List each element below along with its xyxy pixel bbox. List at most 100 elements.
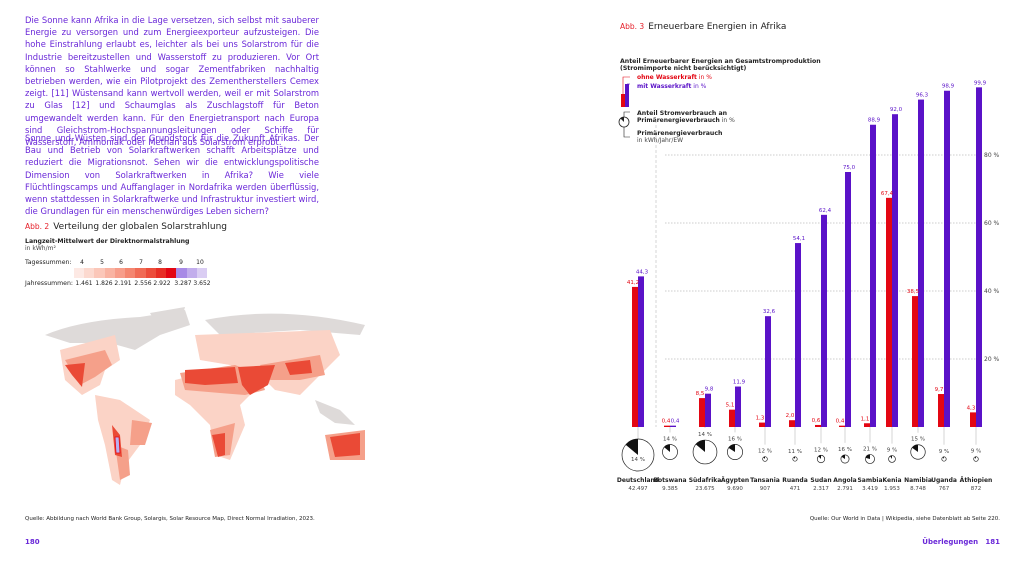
bar-label-red: 1,3 xyxy=(756,416,765,422)
electricity-share-label: 9 % xyxy=(971,449,981,455)
color-scale-swatch xyxy=(166,268,177,278)
electricity-share-wedge xyxy=(912,444,918,452)
bar-ohne-wasserkraft xyxy=(864,423,870,427)
bar-ohne-wasserkraft xyxy=(886,197,892,427)
bar-ohne-wasserkraft xyxy=(815,424,821,427)
annual-sum-value: 2.556 xyxy=(134,280,152,287)
legend-pie-label-1: Anteil Stromverbrauch an xyxy=(637,110,728,117)
world-solar-map xyxy=(45,307,365,485)
bar-mit-wasserkraft xyxy=(735,386,741,427)
electricity-share-label: 16 % xyxy=(838,447,852,453)
bar-ohne-wasserkraft xyxy=(729,409,735,427)
bar-label-purple: 0,4 xyxy=(671,419,680,425)
daily-sum-value: 10 xyxy=(196,259,204,266)
page-footer-right: Überlegungen 181 xyxy=(922,538,1000,546)
annual-sum-value: 1.461 xyxy=(75,280,93,287)
figure-2-source: Quelle: Abbildung nach World Bank Group,… xyxy=(25,516,315,522)
legend-pie-label-2: Primärenergieverbrauch in % xyxy=(637,117,735,124)
bar-mit-wasserkraft xyxy=(821,214,827,427)
color-scale-swatch xyxy=(104,268,116,278)
legend-pie-symbol xyxy=(618,111,630,138)
bar-label-purple: 75,0 xyxy=(843,165,856,171)
country-label: Äthiopien xyxy=(960,477,993,484)
electricity-share-wedge xyxy=(865,454,870,459)
electricity-share-wedge xyxy=(728,444,735,452)
primary-energy-label: 872 xyxy=(971,486,982,492)
legend-red-series: ohne Wasserkraft in % xyxy=(637,74,712,81)
bar-mit-wasserkraft xyxy=(638,276,644,427)
color-scale-swatch xyxy=(186,268,198,278)
bar-label-red: 67,4 xyxy=(881,191,894,197)
primary-energy-label: 767 xyxy=(939,486,950,492)
primary-energy-label: 3.419 xyxy=(862,486,878,492)
daily-sum-value: 8 xyxy=(158,259,162,266)
bar-ohne-wasserkraft xyxy=(912,296,918,427)
figure-3-number: Abb. 3 xyxy=(620,22,645,31)
country-label: Tansania xyxy=(750,477,780,484)
color-scale-swatch xyxy=(114,268,126,278)
primary-energy-label: 2.791 xyxy=(837,486,853,492)
electricity-share-wedge xyxy=(793,456,795,459)
bar-ohne-wasserkraft xyxy=(839,425,845,427)
bar-label-red: 8,5 xyxy=(696,391,705,397)
electricity-share-wedge xyxy=(841,454,845,459)
electricity-share-label: 9 % xyxy=(887,448,897,454)
electricity-share-label: 9 % xyxy=(939,449,949,455)
daily-sum-value: 6 xyxy=(119,259,123,266)
bar-label-purple: 9,8 xyxy=(705,387,714,393)
bar-label-purple: 44,3 xyxy=(636,269,649,275)
electricity-share-label: 14 % xyxy=(631,457,645,463)
annual-sum-value: 3.287 xyxy=(174,280,192,287)
primary-energy-label: 907 xyxy=(760,486,771,492)
country-label: Sambia xyxy=(857,477,882,484)
bar-ohne-wasserkraft xyxy=(938,394,944,427)
electricity-share-label: 16 % xyxy=(728,436,742,442)
bar-label-red: 5,1 xyxy=(726,403,735,409)
bar-label-purple: 88,9 xyxy=(868,118,881,124)
color-scale-swatch xyxy=(196,268,208,278)
legend-circle-unit: in kWh/Jahr/EW xyxy=(637,137,684,144)
figure-3-source: Quelle: Our World in Data | Wikipedia, s… xyxy=(809,516,1000,522)
bar-label-red: 0,4 xyxy=(836,419,845,425)
primary-energy-label: 8.748 xyxy=(910,486,926,492)
country-label: Südafrika xyxy=(689,477,722,484)
bar-label-red: 4,3 xyxy=(967,405,976,411)
country-label: Botswana xyxy=(653,477,686,484)
primary-energy-label: 1.953 xyxy=(884,486,900,492)
bar-mit-wasserkraft xyxy=(765,316,771,427)
daily-sum-value: 7 xyxy=(139,259,143,266)
bar-mit-wasserkraft xyxy=(892,114,898,427)
electricity-share-wedge xyxy=(890,455,892,459)
bar-mit-wasserkraft xyxy=(670,425,676,427)
electricity-share-label: 12 % xyxy=(814,447,828,453)
country-label: Angola xyxy=(833,477,856,484)
bar-label-purple: 92,0 xyxy=(890,107,903,113)
figure-2-title: Abb. 2 Verteilung der globalen Solarstrah… xyxy=(25,222,228,232)
bar-mit-wasserkraft xyxy=(795,243,801,427)
bar-mit-wasserkraft xyxy=(976,87,982,427)
country-label: Deutschland xyxy=(617,477,659,484)
bar-ohne-wasserkraft xyxy=(699,398,705,427)
bar-ohne-wasserkraft xyxy=(664,425,670,427)
bar-mit-wasserkraft xyxy=(918,99,924,427)
annual-sum-value: 3.652 xyxy=(193,280,211,287)
color-scale-swatch xyxy=(155,268,167,278)
body-paragraph-1: Die Sonne kann Afrika in die Lage verset… xyxy=(25,15,319,148)
color-scale-swatch xyxy=(125,268,136,278)
bar-mit-wasserkraft xyxy=(705,393,711,427)
y-tick-label: 60 % xyxy=(984,220,1000,227)
annual-sum-label: Jahressummen: xyxy=(25,280,73,287)
bar-label-red: 41,2 xyxy=(627,280,639,286)
legend-circle-label: Primärenergieverbrauch xyxy=(637,130,723,137)
electricity-share-label: 14 % xyxy=(698,432,712,438)
chart-legend-subheading: (Stromimporte nicht berücksichtigt) xyxy=(620,65,747,72)
y-tick-label: 20 % xyxy=(984,356,1000,363)
bar-label-purple: 32,6 xyxy=(763,309,776,315)
bar-ohne-wasserkraft xyxy=(759,422,765,427)
electricity-share-wedge xyxy=(942,456,944,459)
bar-label-purple: 96,3 xyxy=(916,93,929,99)
bar-ohne-wasserkraft xyxy=(970,412,976,427)
bar-label-red: 38,5 xyxy=(907,289,920,295)
daily-sum-label: Tagessummen: xyxy=(25,259,72,266)
country-label: Uganda xyxy=(931,477,957,484)
